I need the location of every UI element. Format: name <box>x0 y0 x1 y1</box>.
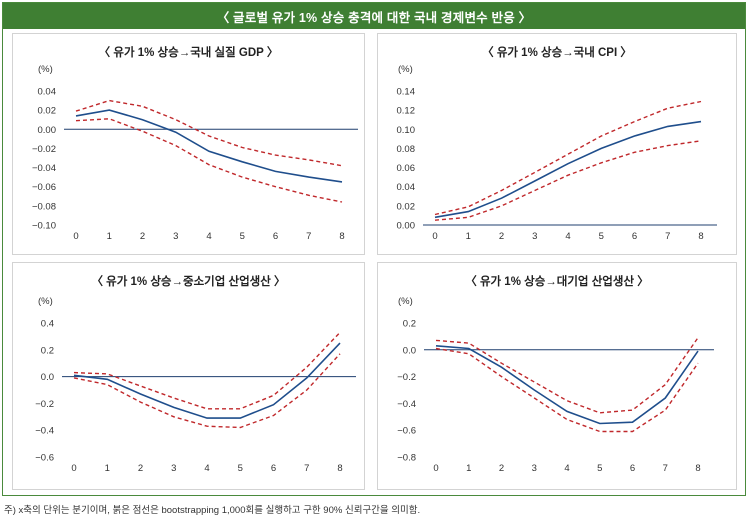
x-tick-label: 5 <box>599 231 604 242</box>
panel-gdp <box>12 33 365 255</box>
panel-title-gdp: 〈 유가 1% 상승→국내 실질 GDP 〉 <box>98 47 279 59</box>
impulse-response-line <box>73 342 341 419</box>
y-unit-label: (%) <box>398 296 413 307</box>
x-tick-label: 7 <box>665 231 670 242</box>
upper-confidence-band <box>435 337 699 414</box>
y-tick-label: −0.4 <box>35 426 54 437</box>
x-tick-label: 4 <box>564 463 569 474</box>
y-tick-label: 0.00 <box>38 125 57 136</box>
y-tick-label: 0.02 <box>38 106 57 117</box>
x-tick-label: 8 <box>337 463 342 474</box>
x-tick-label: 0 <box>433 463 438 474</box>
x-tick-label: 2 <box>140 231 145 242</box>
panel-sme-production <box>12 262 365 490</box>
y-tick-label: 0.00 <box>397 221 416 232</box>
x-tick-label: 4 <box>206 231 211 242</box>
y-tick-label: −0.08 <box>32 201 56 212</box>
y-tick-label: 0.08 <box>397 144 416 155</box>
panel-title-sme: 〈 유가 1% 상승→중소기업 산업생산 〉 <box>91 276 286 288</box>
x-tick-label: 4 <box>204 463 209 474</box>
x-tick-label: 5 <box>597 463 602 474</box>
y-tick-label: −0.06 <box>32 182 56 193</box>
upper-confidence-band <box>434 100 702 216</box>
y-tick-label: 0.0 <box>403 345 416 356</box>
lower-confidence-band <box>75 118 343 203</box>
lower-confidence-band <box>434 140 702 221</box>
upper-confidence-band <box>73 331 341 410</box>
x-tick-label: 3 <box>532 231 537 242</box>
x-tick-label: 6 <box>630 463 635 474</box>
x-tick-label: 1 <box>107 231 112 242</box>
x-tick-label: 6 <box>273 231 278 242</box>
chart-sme: (%) 0.4 0.2 0.0 −0.2 −0.4 −0.6 0 1 2 3 4 5 6 7 8 <box>35 296 356 474</box>
y-tick-label: −0.4 <box>397 399 416 410</box>
y-unit-label: (%) <box>398 64 413 75</box>
y-tick-label: 0.0 <box>41 372 54 383</box>
x-tick-label: 3 <box>532 463 537 474</box>
x-tick-label: 7 <box>663 463 668 474</box>
y-tick-label: −0.6 <box>397 426 416 437</box>
y-tick-label: −0.8 <box>397 453 416 464</box>
upper-confidence-band <box>75 99 343 167</box>
figure-title: 〈 글로벌 유가 1% 상승 충격에 대한 국내 경제변수 반응 〉 <box>3 3 745 29</box>
x-tick-label: 4 <box>565 231 570 242</box>
x-tick-label: 3 <box>173 231 178 242</box>
chart-gdp: (%) 0.04 0.02 0.00 −0.02 −0.04 −0.06 −0.08 −0.10… <box>32 64 358 242</box>
y-tick-label: −0.2 <box>397 372 416 383</box>
lower-confidence-band <box>73 353 341 429</box>
y-tick-label: 0.4 <box>41 319 54 330</box>
x-tick-label: 1 <box>466 231 471 242</box>
x-tick-label: 0 <box>73 231 78 242</box>
y-tick-label: −0.02 <box>32 144 56 155</box>
x-tick-label: 6 <box>271 463 276 474</box>
x-tick-label: 3 <box>171 463 176 474</box>
x-tick-label: 5 <box>240 231 245 242</box>
x-tick-label: 1 <box>105 463 110 474</box>
x-tick-label: 8 <box>695 463 700 474</box>
impulse-response-line <box>75 109 343 183</box>
x-tick-label: 8 <box>339 231 344 242</box>
y-tick-label: 0.04 <box>38 87 57 98</box>
y-tick-label: −0.04 <box>32 163 56 174</box>
panel-title-large: 〈 유가 1% 상승→대기업 산업생산 〉 <box>465 276 649 288</box>
y-tick-label: 0.06 <box>397 163 416 174</box>
y-unit-label: (%) <box>38 64 53 75</box>
chart-large: (%) 0.2 0.0 −0.2 −0.4 −0.6 −0.8 0 1 2 3 4 5 6 7 8 <box>397 296 714 474</box>
x-tick-label: 1 <box>466 463 471 474</box>
footnote: 주) x축의 단위는 분기이며, 붉은 점선은 bootstrapping 1,… <box>4 505 421 516</box>
y-tick-label: 0.02 <box>397 201 416 212</box>
y-tick-label: 0.04 <box>397 182 416 193</box>
x-tick-label: 0 <box>432 231 437 242</box>
y-tick-label: 0.12 <box>397 106 416 117</box>
x-tick-label: 5 <box>238 463 243 474</box>
impulse-response-line <box>434 120 702 219</box>
x-tick-label: 2 <box>138 463 143 474</box>
panel-title-cpi: 〈 유가 1% 상승→국내 CPI 〉 <box>482 47 632 59</box>
x-tick-label: 7 <box>306 231 311 242</box>
panel-large-firm-production <box>377 262 737 490</box>
y-tick-label: 0.2 <box>41 345 54 356</box>
y-tick-label: 0.10 <box>397 125 416 136</box>
y-tick-label: −0.6 <box>35 453 54 464</box>
x-tick-label: 0 <box>71 463 76 474</box>
y-unit-label: (%) <box>38 296 53 307</box>
lower-confidence-band <box>435 347 699 433</box>
x-tick-label: 8 <box>698 231 703 242</box>
y-tick-label: −0.2 <box>35 399 54 410</box>
x-tick-label: 6 <box>632 231 637 242</box>
chart-cpi: (%) 0.14 0.12 0.10 0.08 0.06 0.04 0.02 0.00 0 1 2 3 4… <box>397 64 717 242</box>
x-tick-label: 2 <box>499 231 504 242</box>
y-tick-label: 0.14 <box>397 87 416 98</box>
impulse-response-line <box>435 345 699 425</box>
y-tick-label: −0.10 <box>32 221 56 232</box>
x-tick-label: 7 <box>304 463 309 474</box>
y-tick-label: 0.2 <box>403 319 416 330</box>
x-tick-label: 2 <box>499 463 504 474</box>
